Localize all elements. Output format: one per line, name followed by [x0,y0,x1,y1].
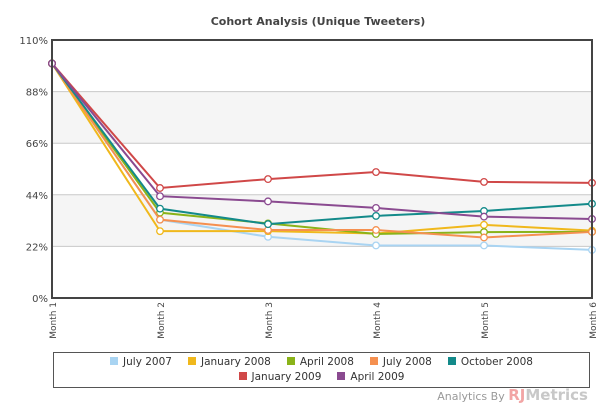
series-line-4 [51,62,593,226]
series-line-6 [51,62,593,220]
legend-item[interactable]: April 2009 [337,370,404,385]
legend-label: January 2008 [200,356,271,368]
legend-item[interactable]: July 2007 [110,355,172,370]
series-line-3 [51,62,593,239]
legend-label: January 2009 [251,371,322,383]
data-point [372,211,380,220]
data-point [156,215,164,224]
y-tick-label: 44% [26,191,48,202]
legend-item[interactable]: April 2008 [286,355,354,370]
data-point [156,227,164,236]
data-point [480,233,488,242]
data-point [480,212,488,221]
line-chart: Cohort Analysis (Unique Tweeters) 0% 22% 4… [19,15,599,339]
x-tick-label: Month 5 [481,302,491,339]
legend-item[interactable]: July 2008 [369,355,432,370]
y-tick-label: 110% [19,36,48,47]
plot-border [51,39,593,299]
data-point [372,168,380,176]
x-tick-label: Month 2 [157,302,167,339]
data-point [264,197,272,206]
x-tick-label: Month 1 [49,302,59,339]
series-line-2 [51,62,593,235]
x-tick-label: Month 4 [373,302,383,339]
data-point [372,241,380,250]
brand-rj: RJ [508,386,526,403]
data-point [156,204,164,213]
y-tick-label: 66% [26,139,48,150]
grid-band [52,91,592,144]
chart-title: Cohort Analysis (Unique Tweeters) [211,15,426,28]
legend-swatch [286,357,295,365]
legend-item[interactable]: January 2009 [238,370,322,385]
y-tick-label: 0% [32,294,48,305]
legend: July 2007 January 2008 April 2008 July 2008… [53,352,590,388]
legend-label: April 2009 [350,371,405,383]
data-point [156,192,164,201]
legend-swatch [238,372,247,380]
credit-prefix: Analytics By [437,390,505,403]
legend-swatch [337,372,346,380]
legend-swatch [447,357,456,365]
data-point [480,177,488,186]
credit: Analytics By RJMetrics [437,386,588,403]
series-line-5 [51,62,593,190]
y-tick-label: 88% [26,88,48,99]
legend-item[interactable]: October 2008 [447,355,533,370]
data-point [264,175,272,184]
x-tick-label: Month 3 [265,302,275,339]
data-point [264,220,272,229]
data-point [480,241,488,250]
legend-label: July 2008 [382,356,432,368]
legend-swatch [369,357,378,365]
data-point [156,184,164,192]
data-point [372,226,380,234]
legend-swatch [187,357,196,365]
x-tick-label: Month 6 [589,302,599,339]
legend-label: October 2008 [460,356,533,368]
data-point [480,220,488,229]
series-line-1 [51,62,593,235]
legend-label: April 2008 [299,356,354,368]
legend-label: July 2007 [123,356,172,368]
data-point [372,203,380,212]
legend-swatch [110,357,119,365]
brand-metrics: Metrics [525,386,588,403]
y-tick-label: 22% [26,242,48,253]
legend-item[interactable]: January 2008 [187,355,271,370]
